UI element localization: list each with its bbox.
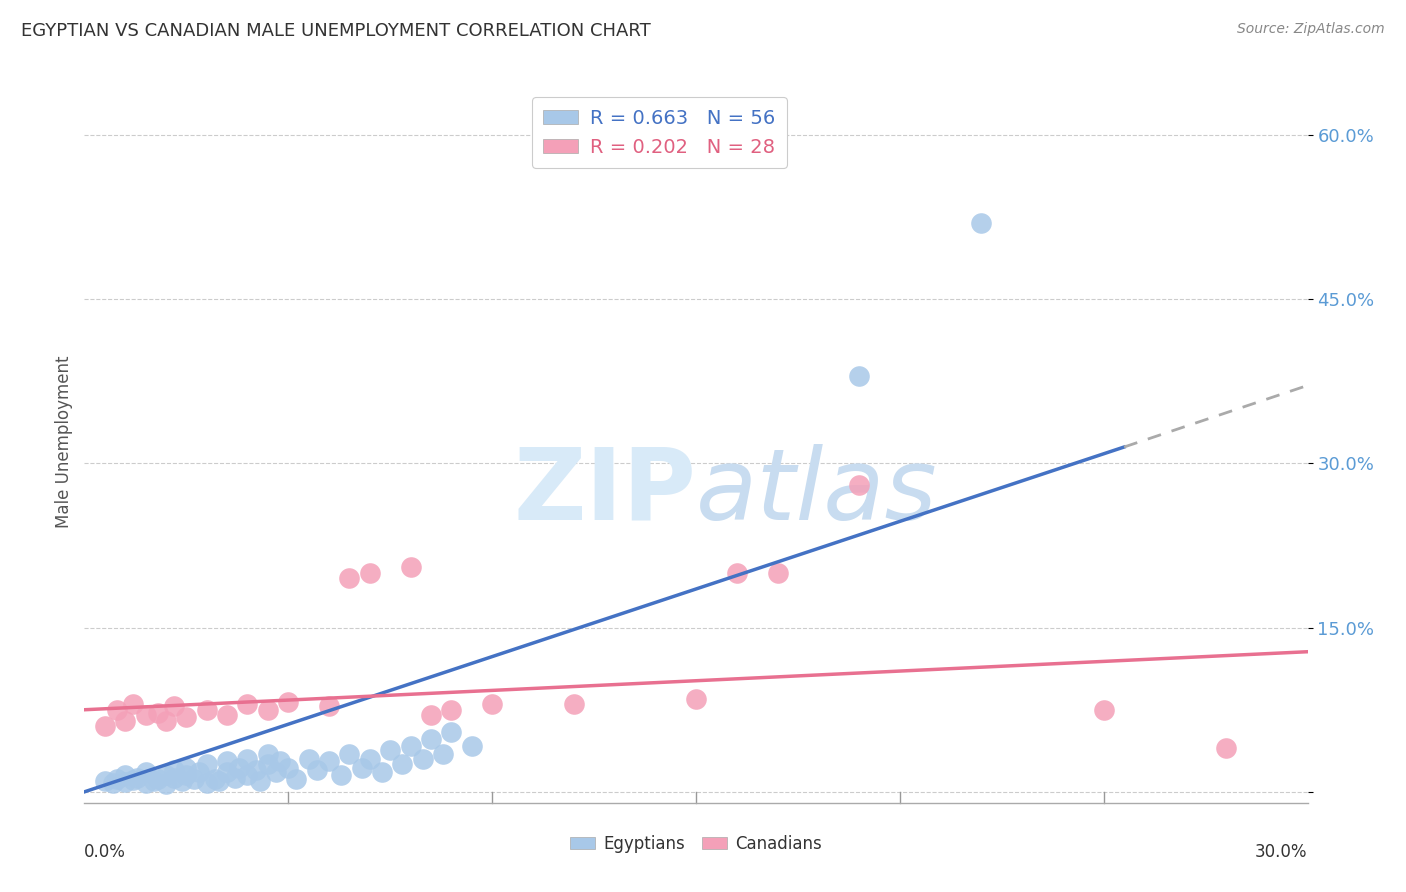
Point: [224, 771, 246, 785]
Point: [412, 752, 434, 766]
Text: 0.0%: 0.0%: [84, 843, 127, 861]
Point: [146, 706, 169, 720]
Point: [380, 743, 402, 757]
Point: [187, 765, 209, 780]
Point: [399, 739, 422, 753]
Point: [305, 763, 328, 777]
Point: [236, 698, 259, 712]
Point: [114, 775, 136, 789]
Y-axis label: Male Unemployment: Male Unemployment: [55, 355, 73, 528]
Point: [269, 754, 291, 768]
Point: [339, 747, 361, 761]
Legend: Egyptians, Canadians: Egyptians, Canadians: [564, 828, 828, 860]
Point: [350, 761, 373, 775]
Point: [257, 757, 280, 772]
Point: [359, 752, 381, 766]
Point: [204, 772, 226, 786]
Point: [155, 777, 177, 791]
Point: [685, 691, 707, 706]
Point: [114, 714, 136, 728]
Text: ZIP: ZIP: [513, 443, 696, 541]
Point: [264, 765, 287, 780]
Text: 30.0%: 30.0%: [1256, 843, 1308, 861]
Point: [114, 768, 136, 782]
Point: [562, 698, 585, 712]
Point: [359, 566, 381, 580]
Point: [249, 773, 271, 788]
Point: [399, 560, 422, 574]
Point: [142, 773, 165, 788]
Point: [195, 776, 218, 790]
Point: [1092, 703, 1115, 717]
Point: [277, 695, 299, 709]
Point: [174, 761, 197, 775]
Point: [461, 739, 484, 753]
Point: [135, 708, 157, 723]
Point: [217, 754, 239, 768]
Point: [236, 752, 259, 766]
Point: [285, 772, 308, 786]
Point: [101, 776, 124, 790]
Point: [174, 768, 197, 782]
Point: [217, 708, 239, 723]
Point: [105, 703, 128, 717]
Point: [228, 761, 250, 775]
Text: Source: ZipAtlas.com: Source: ZipAtlas.com: [1237, 22, 1385, 37]
Point: [163, 699, 186, 714]
Point: [93, 719, 115, 733]
Point: [155, 714, 177, 728]
Point: [105, 772, 128, 786]
Point: [174, 710, 197, 724]
Point: [195, 757, 218, 772]
Point: [135, 776, 157, 790]
Point: [1215, 741, 1237, 756]
Point: [172, 773, 194, 788]
Point: [848, 368, 870, 383]
Point: [725, 566, 748, 580]
Point: [330, 768, 353, 782]
Point: [146, 772, 169, 786]
Point: [217, 765, 239, 780]
Point: [93, 773, 115, 788]
Point: [339, 571, 361, 585]
Point: [481, 698, 503, 712]
Point: [163, 763, 186, 777]
Point: [183, 772, 205, 786]
Point: [257, 747, 280, 761]
Point: [420, 732, 443, 747]
Point: [318, 754, 340, 768]
Text: atlas: atlas: [696, 443, 938, 541]
Point: [155, 768, 177, 782]
Point: [245, 763, 267, 777]
Point: [257, 703, 280, 717]
Point: [420, 708, 443, 723]
Point: [318, 699, 340, 714]
Point: [135, 765, 157, 780]
Point: [432, 747, 454, 761]
Point: [371, 765, 394, 780]
Point: [122, 772, 145, 787]
Point: [391, 757, 413, 772]
Point: [208, 773, 231, 788]
Point: [298, 752, 321, 766]
Point: [766, 566, 789, 580]
Point: [848, 478, 870, 492]
Point: [195, 703, 218, 717]
Point: [236, 768, 259, 782]
Point: [127, 771, 149, 785]
Point: [122, 698, 145, 712]
Point: [440, 703, 463, 717]
Point: [970, 216, 993, 230]
Point: [440, 724, 463, 739]
Text: EGYPTIAN VS CANADIAN MALE UNEMPLOYMENT CORRELATION CHART: EGYPTIAN VS CANADIAN MALE UNEMPLOYMENT C…: [21, 22, 651, 40]
Point: [163, 771, 186, 785]
Point: [277, 761, 299, 775]
